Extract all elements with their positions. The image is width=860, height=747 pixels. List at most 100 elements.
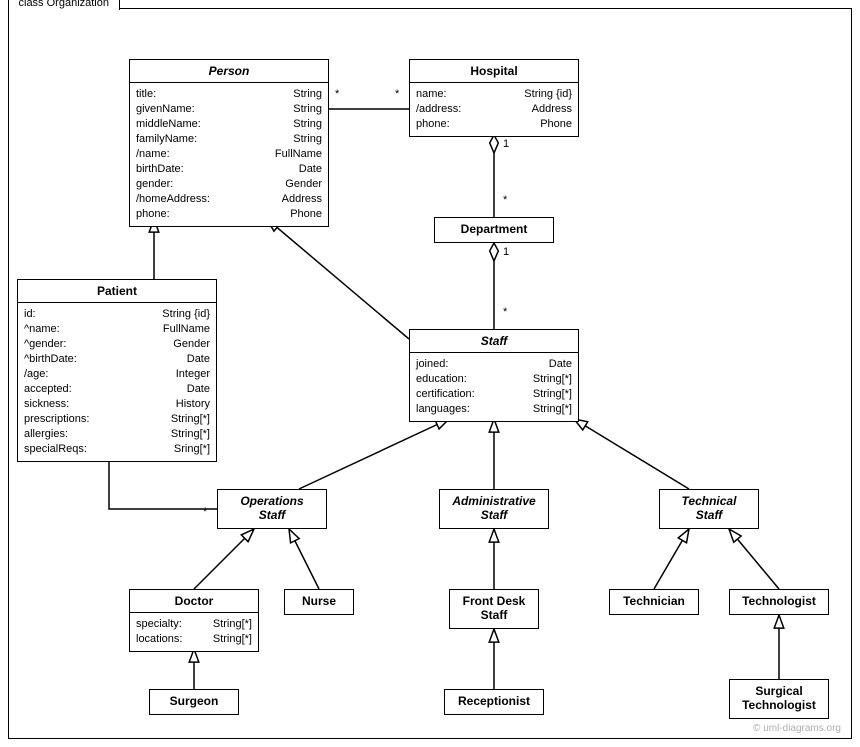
class-Doctor: Doctor specialty:String[*]locations:Strin… — [129, 589, 259, 652]
attr-row: specialty:String[*] — [136, 617, 252, 632]
class-title: SurgicalTechnologist — [730, 680, 828, 716]
class-body: id: String {id}^name:FullName^gender: Gend… — [18, 303, 216, 461]
attr-row: ^birthDate: Date — [24, 352, 210, 367]
attr-row: id: String {id} — [24, 307, 210, 322]
attr-type: String — [281, 117, 322, 132]
attr-name: languages: — [416, 402, 470, 417]
attr-row: locations:String[*] — [136, 632, 252, 647]
attr-row: /age: Integer — [24, 367, 210, 382]
attr-row: /homeAddress: Address — [136, 192, 322, 207]
class-title: Surgeon — [150, 690, 238, 712]
attr-name: middleName: — [136, 117, 201, 132]
svg-text:1: 1 — [503, 246, 509, 258]
attr-type: History — [164, 397, 210, 412]
svg-text:*: * — [395, 88, 400, 100]
attr-type: String — [281, 102, 322, 117]
attr-name: allergies: — [24, 427, 68, 442]
attr-row: phone: Phone — [416, 117, 572, 132]
class-title: Receptionist — [445, 690, 543, 712]
attr-name: givenName: — [136, 102, 195, 117]
class-title: Hospital — [410, 60, 578, 83]
class-Staff: Staffjoined:Dateeducation:String[*]certi… — [409, 329, 579, 422]
attr-name: /address: — [416, 102, 461, 117]
attr-type: Date — [287, 162, 322, 177]
class-OperationsStaff: OperationsStaff — [217, 489, 327, 529]
attr-type: Integer — [164, 367, 210, 382]
attr-row: givenName: String — [136, 102, 322, 117]
attr-type: FullName — [151, 322, 210, 337]
attr-name: title: — [136, 87, 156, 102]
attr-row: ^name:FullName — [24, 322, 210, 337]
class-AdministrativeStaff: AdministrativeStaff — [439, 489, 549, 529]
attr-name: name: — [416, 87, 447, 102]
class-title: Patient — [18, 280, 216, 303]
class-Receptionist: Receptionist — [444, 689, 544, 715]
attr-type: String[*] — [159, 427, 210, 442]
attr-row: birthDate: Date — [136, 162, 322, 177]
attr-type: String — [281, 87, 322, 102]
attr-type: String[*] — [159, 412, 210, 427]
class-body: title: String givenName: String middleName: S… — [130, 83, 328, 226]
class-Surgeon: Surgeon — [149, 689, 239, 715]
attr-type: Date — [175, 382, 210, 397]
package-label: class Organization — [8, 0, 121, 10]
attr-row: /name: FullName — [136, 147, 322, 162]
svg-text:*: * — [503, 194, 508, 206]
class-Technologist: Technologist — [729, 589, 829, 615]
attr-type: Sring[*] — [162, 442, 210, 457]
attr-name: phone: — [136, 207, 170, 222]
attr-type: String — [281, 132, 322, 147]
attr-type: Address — [270, 192, 322, 207]
attr-name: certification: — [416, 387, 475, 402]
class-Department: Department — [434, 217, 554, 243]
attr-name: specialReqs: — [24, 442, 87, 457]
attr-row: certification:String[*] — [416, 387, 572, 402]
attr-name: prescriptions: — [24, 412, 89, 427]
attr-type: String {id} — [150, 307, 210, 322]
attr-type: Address — [520, 102, 572, 117]
class-title: Technician — [610, 590, 698, 612]
attr-row: sickness: History — [24, 397, 210, 412]
attr-type: String {id} — [512, 87, 572, 102]
attr-name: sickness: — [24, 397, 69, 412]
attr-row: phone: Phone — [136, 207, 322, 222]
attr-row: ^gender: Gender — [24, 337, 210, 352]
attr-row: title: String — [136, 87, 322, 102]
svg-text:1: 1 — [503, 138, 509, 150]
attr-name: education: — [416, 372, 467, 387]
attr-name: id: — [24, 307, 36, 322]
class-Patient: Patient id: String {id}^name:FullName^gend… — [17, 279, 217, 462]
attr-type: Phone — [528, 117, 572, 132]
attr-name: ^gender: — [24, 337, 66, 352]
class-Hospital: Hospital name: String {id} /address: Address… — [409, 59, 579, 137]
class-Nurse: Nurse — [284, 589, 354, 615]
attr-name: phone: — [416, 117, 450, 132]
attr-row: name: String {id} — [416, 87, 572, 102]
svg-text:*: * — [335, 88, 340, 100]
attr-type: Phone — [278, 207, 322, 222]
class-title: Nurse — [285, 590, 353, 612]
attr-type: Gender — [161, 337, 210, 352]
class-title: TechnicalStaff — [660, 490, 758, 526]
watermark: © uml-diagrams.org — [753, 723, 841, 734]
attr-type: Date — [175, 352, 210, 367]
class-title: AdministrativeStaff — [440, 490, 548, 526]
attr-name: joined: — [416, 357, 448, 372]
attr-type: String[*] — [521, 402, 572, 417]
attr-row: /address: Address — [416, 102, 572, 117]
attr-type: FullName — [263, 147, 322, 162]
class-body: name: String {id} /address: Address phone: Ph… — [410, 83, 578, 136]
attr-name: birthDate: — [136, 162, 184, 177]
attr-row: familyName:String — [136, 132, 322, 147]
attr-name: ^birthDate: — [24, 352, 77, 367]
attr-type: String[*] — [201, 617, 252, 632]
attr-type: String[*] — [201, 632, 252, 647]
attr-row: education:String[*] — [416, 372, 572, 387]
attr-name: /name: — [136, 147, 170, 162]
attr-name: /age: — [24, 367, 48, 382]
svg-text:*: * — [203, 506, 208, 518]
class-title: Doctor — [130, 590, 258, 613]
attr-name: /homeAddress: — [136, 192, 210, 207]
attr-row: allergies: String[*] — [24, 427, 210, 442]
class-FrontDeskStaff: Front DeskStaff — [449, 589, 539, 629]
